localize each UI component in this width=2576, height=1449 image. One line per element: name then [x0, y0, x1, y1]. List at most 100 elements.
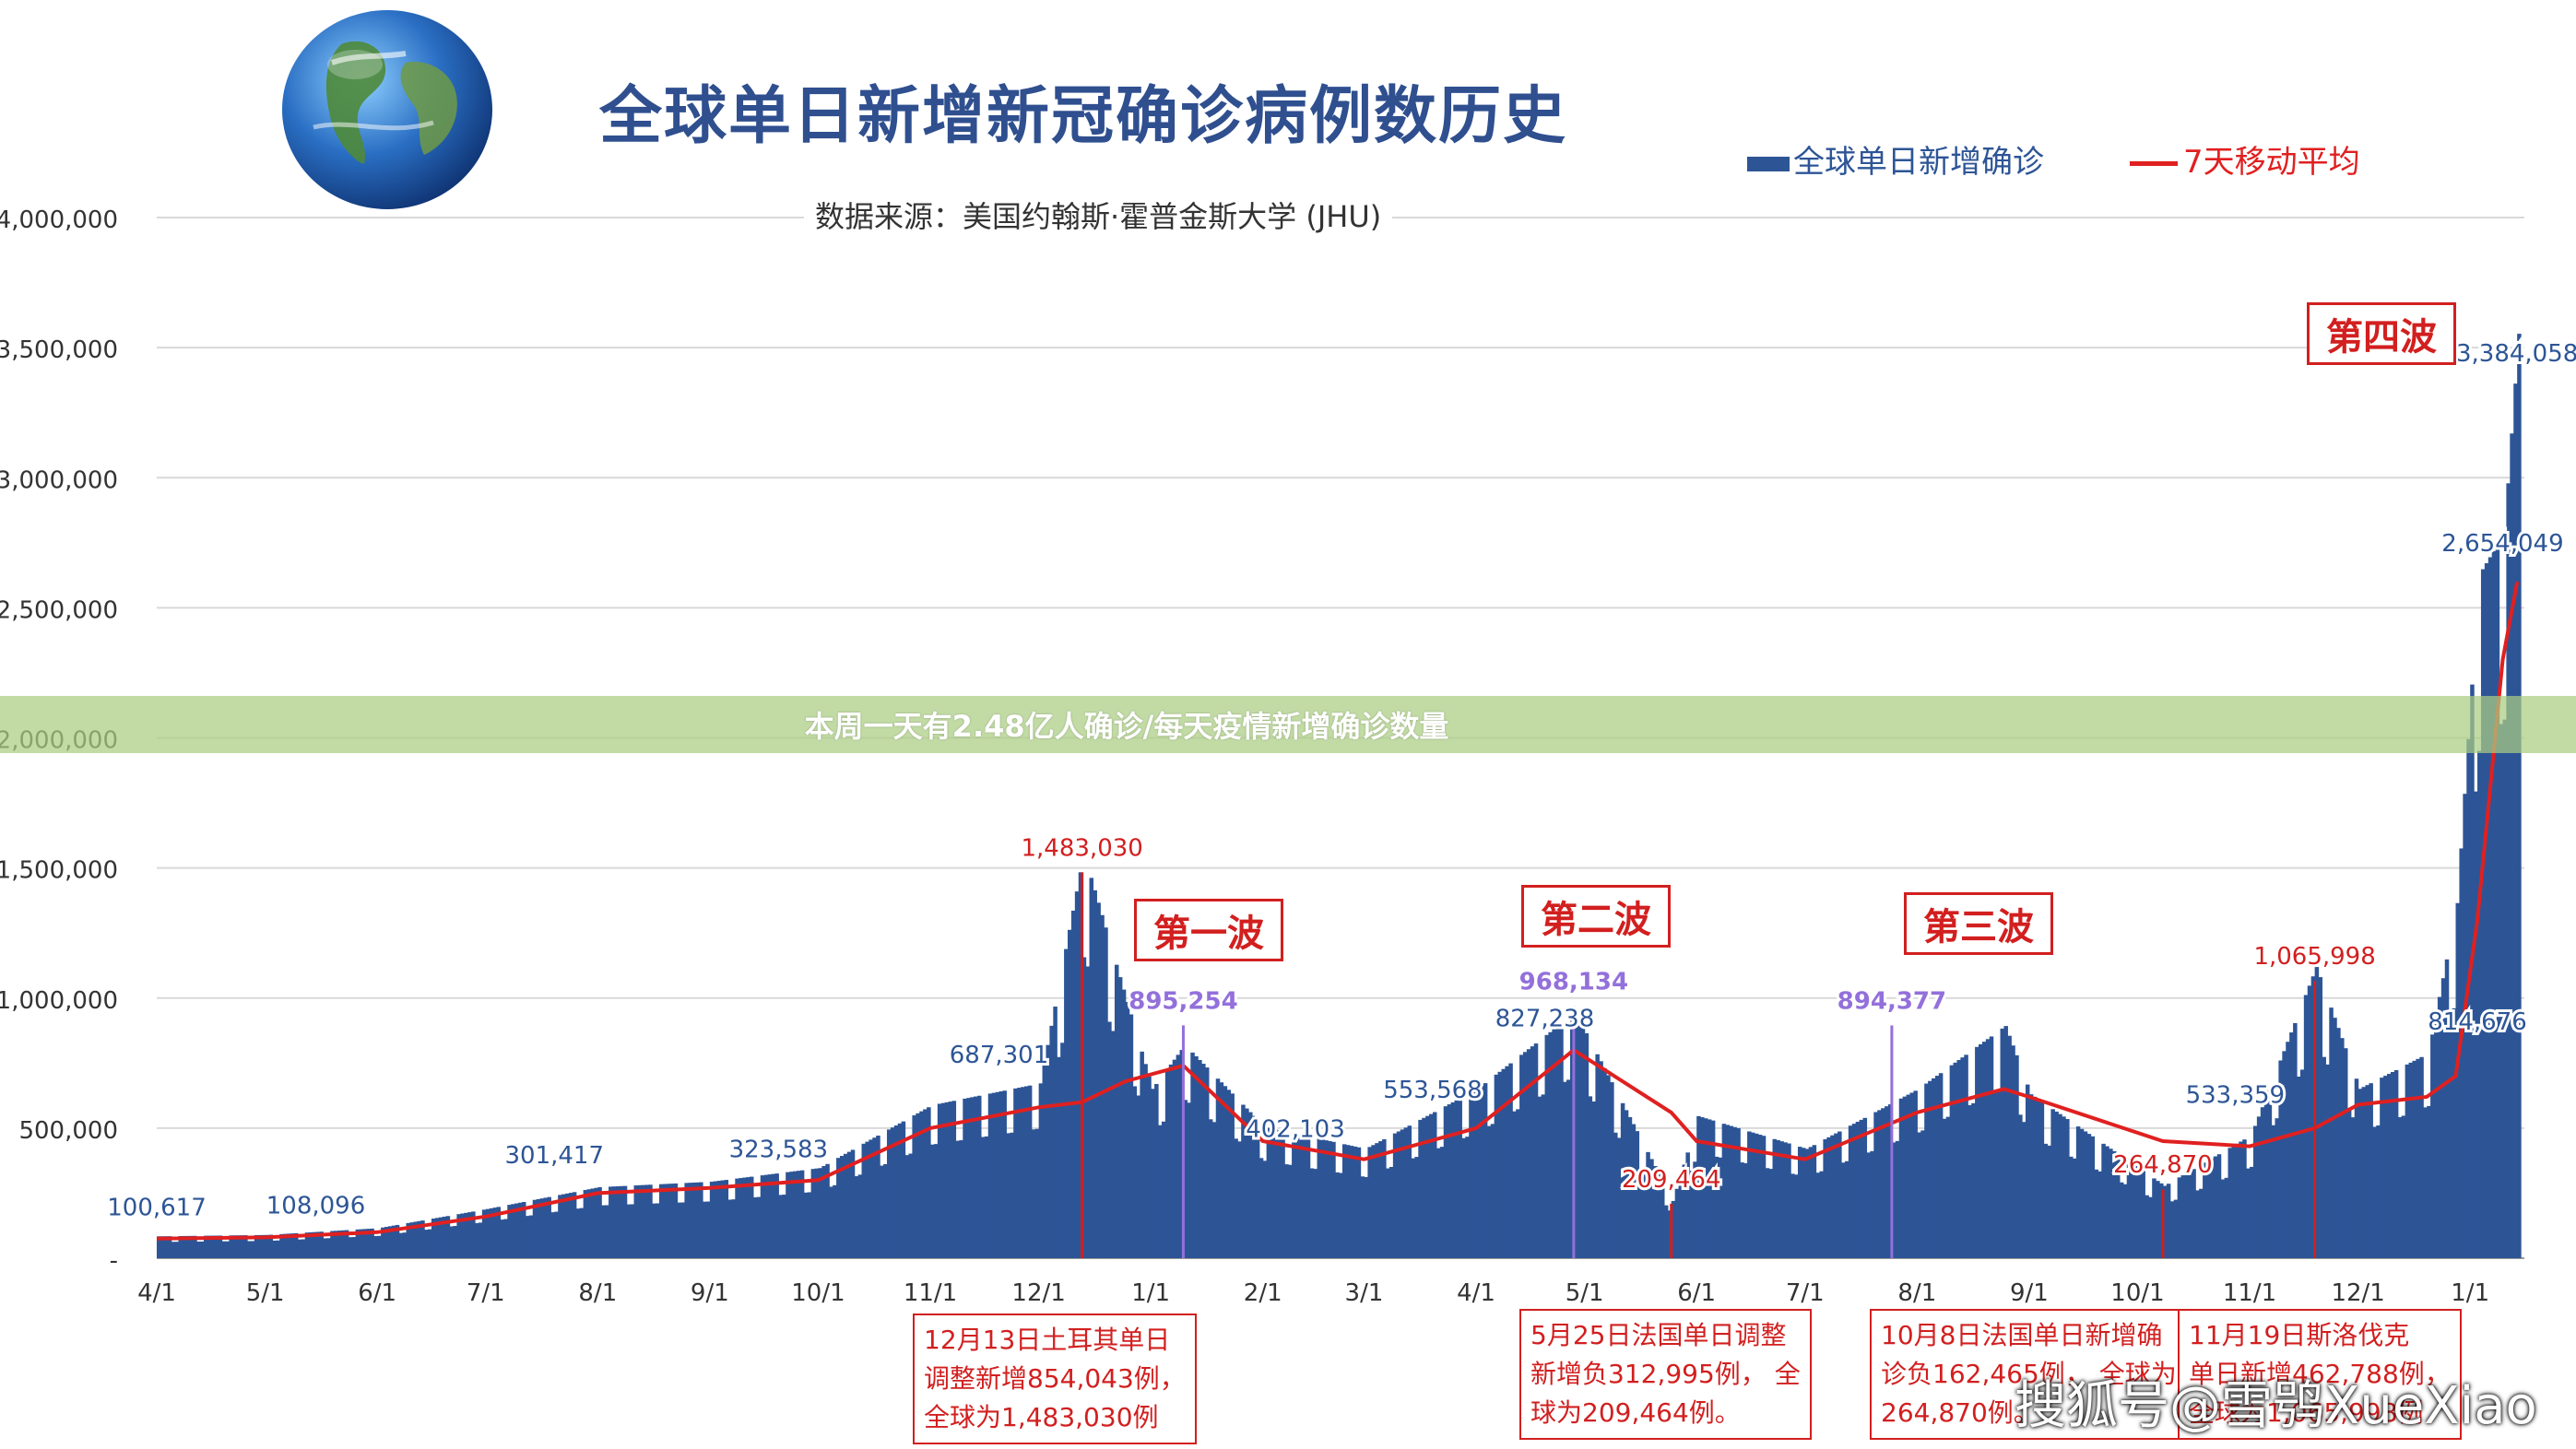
data-label: 301,417 — [505, 1142, 605, 1170]
bar — [1747, 1131, 1752, 1258]
bar — [2003, 1026, 2008, 1258]
bar — [2195, 1190, 2200, 1258]
bar — [1273, 1129, 1278, 1258]
bar — [348, 1237, 353, 1258]
bar — [1682, 1164, 1687, 1258]
bar — [2444, 959, 2450, 1258]
bar — [1245, 1108, 1249, 1258]
bar — [2252, 1125, 2258, 1258]
bar — [2423, 1107, 2428, 1258]
bar — [944, 1101, 950, 1258]
bar — [854, 1176, 859, 1258]
bar — [2169, 1201, 2175, 1258]
x-tick-label: 8/1 — [1897, 1279, 1936, 1307]
bar — [2303, 995, 2309, 1258]
bar — [807, 1192, 812, 1258]
bar — [2177, 1177, 2182, 1258]
bar — [1107, 1021, 1112, 1258]
bar — [1204, 1067, 1210, 1258]
bar — [489, 1208, 494, 1258]
bar — [218, 1235, 223, 1258]
bar — [746, 1177, 750, 1258]
data-label: 894,377 — [1837, 988, 1946, 1016]
bar — [586, 1189, 592, 1258]
bar — [2011, 1045, 2015, 1258]
bar — [1971, 1102, 1976, 1258]
bar — [229, 1235, 233, 1258]
bar — [2401, 1115, 2406, 1258]
bar — [1552, 1029, 1556, 1258]
bar — [1070, 910, 1076, 1258]
data-label: 814,676 — [2428, 1008, 2527, 1036]
bar — [1277, 1130, 1282, 1258]
bar — [532, 1199, 538, 1258]
bar — [1179, 1050, 1185, 1258]
bar — [1548, 1031, 1553, 1258]
bar — [1956, 1060, 1961, 1258]
bar — [1356, 1147, 1362, 1258]
overlay-banner: 本周一天有2.48亿人确诊/每天疫情新增确诊数量 — [0, 696, 2576, 753]
bar — [319, 1231, 324, 1258]
bar — [2289, 1032, 2294, 1258]
bar — [2148, 1196, 2153, 1258]
bar — [810, 1169, 816, 1258]
bar — [1288, 1164, 1293, 1258]
bar — [789, 1172, 794, 1258]
bar — [1599, 1061, 1603, 1258]
bar — [2452, 1007, 2457, 1258]
bar — [1516, 1109, 1520, 1258]
bar — [731, 1199, 736, 1258]
bar — [2000, 1028, 2005, 1258]
bar — [1388, 1167, 1394, 1258]
bar — [836, 1158, 841, 1258]
watermark: 搜狐号@雪鸮XueXiao — [2015, 1376, 2537, 1436]
bar — [1281, 1130, 1285, 1258]
bar — [1429, 1113, 1434, 1258]
bar — [2090, 1136, 2096, 1258]
bar — [528, 1215, 534, 1258]
bar — [1494, 1074, 1499, 1258]
bar — [1776, 1139, 1780, 1258]
bar — [901, 1121, 906, 1258]
bar — [1902, 1096, 1908, 1258]
bar — [2180, 1175, 2186, 1258]
bar — [1328, 1140, 1332, 1258]
bar — [1208, 1119, 1213, 1258]
bar — [1887, 1104, 1893, 1258]
bar — [1613, 1132, 1618, 1258]
bar — [923, 1109, 928, 1258]
bar — [254, 1234, 259, 1258]
bar — [955, 1140, 960, 1258]
bar — [883, 1163, 888, 1258]
bar — [1844, 1160, 1849, 1258]
bar — [475, 1222, 479, 1258]
bar — [547, 1196, 551, 1258]
bar — [2075, 1126, 2081, 1258]
bar — [1533, 1043, 1539, 1258]
bar — [1949, 1065, 1955, 1258]
bar — [1591, 1101, 1597, 1258]
bar — [1454, 1100, 1459, 1258]
data-label: 323,583 — [729, 1137, 829, 1164]
bar — [763, 1174, 769, 1258]
bar — [1251, 1115, 1257, 1258]
bar — [2299, 1069, 2305, 1258]
bar — [2383, 1076, 2388, 1258]
bar — [839, 1156, 845, 1258]
bar — [236, 1235, 241, 1258]
bar — [2220, 1179, 2226, 1258]
bar — [1201, 1064, 1206, 1258]
bar — [2043, 1143, 2049, 1258]
bar — [203, 1235, 208, 1258]
bar — [1851, 1124, 1857, 1258]
bar — [724, 1180, 729, 1258]
bar — [615, 1185, 620, 1258]
bar — [1226, 1090, 1232, 1258]
bar — [2419, 1056, 2424, 1258]
annotation-note-france-oct: 10月8日法国单日新增确 诊负162,465例， 全球为 264,870例。 — [1870, 1309, 2188, 1440]
x-tick-label: 1/1 — [2451, 1279, 2489, 1307]
bar — [2390, 1072, 2395, 1258]
bar — [1992, 1091, 1998, 1258]
bar — [157, 1236, 161, 1258]
